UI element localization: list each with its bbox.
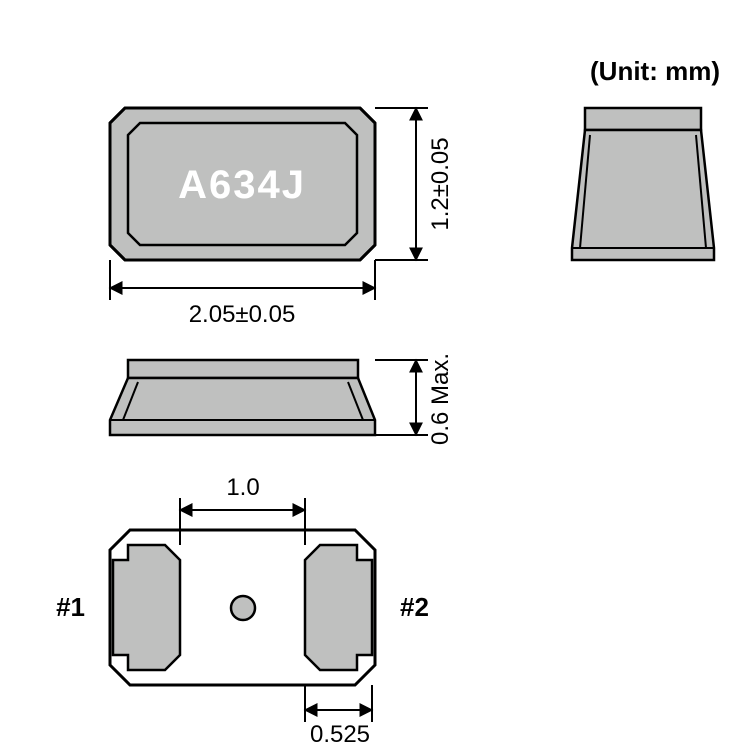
- pin1-label: #1: [56, 592, 85, 622]
- end-view: [572, 108, 714, 260]
- side-view: 0.6 Max.: [110, 353, 454, 445]
- pin2-label: #2: [400, 592, 429, 622]
- center-dot: [231, 596, 255, 620]
- pad-1: [113, 545, 180, 670]
- gap-dim-label: 1.0: [226, 474, 259, 501]
- top-marking: A634J: [178, 163, 306, 207]
- package-drawing: (Unit: mm) A634J 2.05±0.05 1.2±0.05 0.6 …: [0, 0, 750, 750]
- bottom-view: #1 #2 1.0 0.525: [56, 474, 429, 748]
- padw-dim-label: 0.525: [310, 721, 370, 748]
- unit-label: (Unit: mm): [590, 56, 720, 86]
- top-view: A634J 2.05±0.05 1.2±0.05: [110, 108, 454, 328]
- dim-width-label: 2.05±0.05: [189, 301, 296, 328]
- pad-2: [305, 545, 372, 670]
- side-dim-label: 0.6 Max.: [427, 353, 454, 445]
- dim-height-label: 1.2±0.05: [427, 137, 454, 230]
